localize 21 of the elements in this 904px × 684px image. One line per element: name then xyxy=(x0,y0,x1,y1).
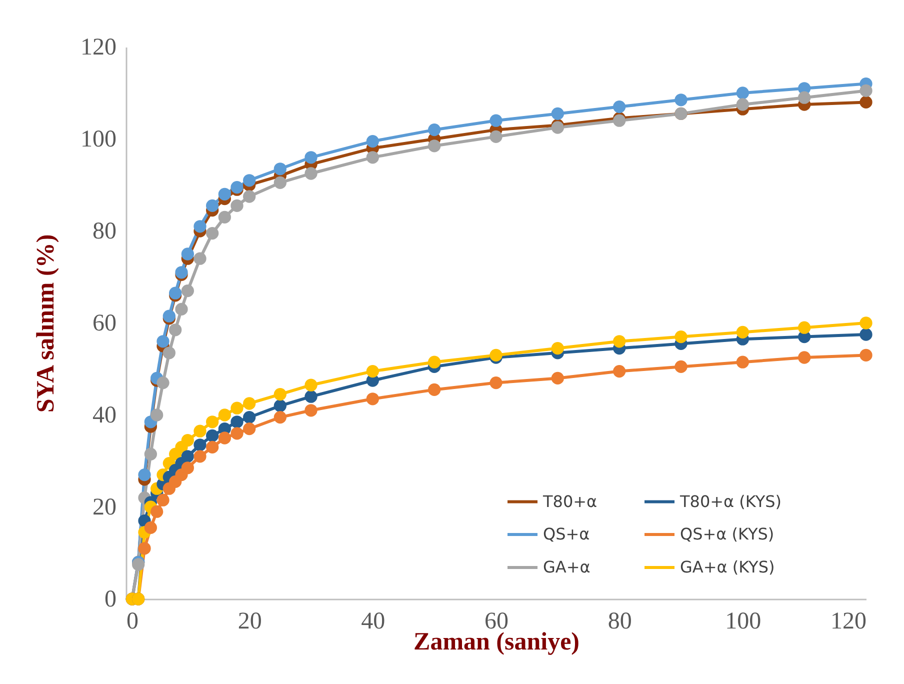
x-tick-label: 20 xyxy=(238,608,262,634)
x-tick-label: 0 xyxy=(126,608,138,634)
x-tick-label: 40 xyxy=(361,608,386,634)
y-tick-label: 60 xyxy=(92,310,116,336)
legend-label: QS+α xyxy=(543,524,590,544)
y-tick-label: 100 xyxy=(80,126,116,152)
legend-label: T80+α (KYS) xyxy=(679,492,782,511)
legend-label: T80+α xyxy=(542,492,598,511)
x-axis-title: Zaman (saniye) xyxy=(414,628,580,656)
y-tick-label: 20 xyxy=(92,494,116,520)
x-tick-label: 100 xyxy=(725,608,762,634)
legend-label: GA+α xyxy=(543,558,590,576)
y-tick-label: 0 xyxy=(104,586,116,612)
x-tick-label: 120 xyxy=(830,608,866,634)
legend-label: GA+α (KYS) xyxy=(680,558,775,576)
legend-label: QS+α (KYS) xyxy=(680,524,774,544)
y-tick-label: 120 xyxy=(80,34,116,60)
x-tick-label: 80 xyxy=(608,608,632,634)
y-tick-label: 40 xyxy=(92,402,116,428)
y-axis-title: SYA salınım (%) xyxy=(32,234,60,413)
y-tick-label: 80 xyxy=(92,218,116,244)
